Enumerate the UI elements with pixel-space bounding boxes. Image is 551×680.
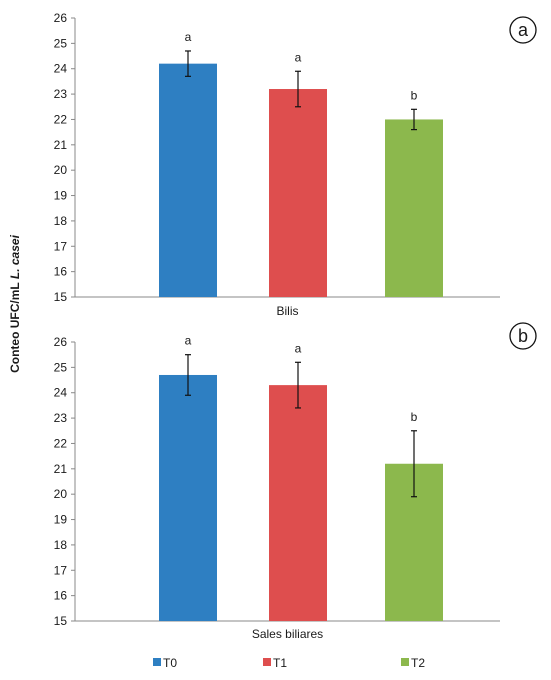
panel-label: a <box>518 20 529 40</box>
y-tick-label: 15 <box>54 290 68 304</box>
y-tick-label: 23 <box>54 411 68 425</box>
y-tick-label: 17 <box>54 563 68 577</box>
y-tick-label: 26 <box>54 335 68 349</box>
panel-b: 15 16 17 18 19 20 21 22 23 24 25 26 a a b Sales biliare… <box>54 322 537 641</box>
bar-t0 <box>159 63 217 298</box>
y-tick-label: 24 <box>54 386 68 400</box>
y-tick-label: 15 <box>54 614 68 628</box>
y-axis-title: Conteo UFC/mL L. casei <box>8 234 22 372</box>
x-axis-label: Sales biliares <box>252 627 323 641</box>
y-tick-label: 20 <box>54 487 68 501</box>
legend-label: T1 <box>273 656 287 670</box>
y-tick-label: 23 <box>54 87 68 101</box>
bar-t1 <box>269 89 327 297</box>
y-tick-label: 26 <box>54 11 68 25</box>
bar-t2 <box>385 119 443 297</box>
panel-a: 15 16 17 18 19 20 21 22 23 24 25 26 a a b Bilis a <box>54 11 537 318</box>
significance-letter: a <box>185 334 192 348</box>
y-tick-label: 18 <box>54 214 68 228</box>
y-tick-label: 21 <box>54 138 68 152</box>
panel-label-circle <box>509 16 537 44</box>
y-tick-label: 25 <box>54 360 68 374</box>
y-tick-label: 18 <box>54 538 68 552</box>
significance-letter: b <box>411 88 418 102</box>
bar-t1 <box>269 385 327 621</box>
bar-t0 <box>159 374 217 621</box>
y-tick-label: 16 <box>54 265 68 279</box>
y-tick-label: 22 <box>54 436 68 450</box>
legend-label: T0 <box>163 656 177 670</box>
y-tick-label: 22 <box>54 112 68 126</box>
significance-letter: a <box>295 50 302 64</box>
legend-label: T2 <box>411 656 425 670</box>
significance-letter: a <box>295 341 302 355</box>
y-tick-label: 17 <box>54 239 68 253</box>
legend-swatch-t1 <box>263 658 271 666</box>
panel-label: b <box>518 326 528 346</box>
significance-letter: b <box>411 410 418 424</box>
y-tick-label: 16 <box>54 589 68 603</box>
y-tick-label: 19 <box>54 513 68 527</box>
y-tick-label: 24 <box>54 62 68 76</box>
significance-letter: a <box>185 30 192 44</box>
y-tick-label: 25 <box>54 36 68 50</box>
legend: T0 T1 T2 <box>153 656 425 670</box>
legend-swatch-t2 <box>401 658 409 666</box>
y-tick-label: 20 <box>54 163 68 177</box>
x-axis-label: Bilis <box>276 304 298 318</box>
y-tick-label: 19 <box>54 189 68 203</box>
panel-label-circle <box>509 322 537 350</box>
legend-swatch-t0 <box>153 658 161 666</box>
y-tick-label: 21 <box>54 462 68 476</box>
